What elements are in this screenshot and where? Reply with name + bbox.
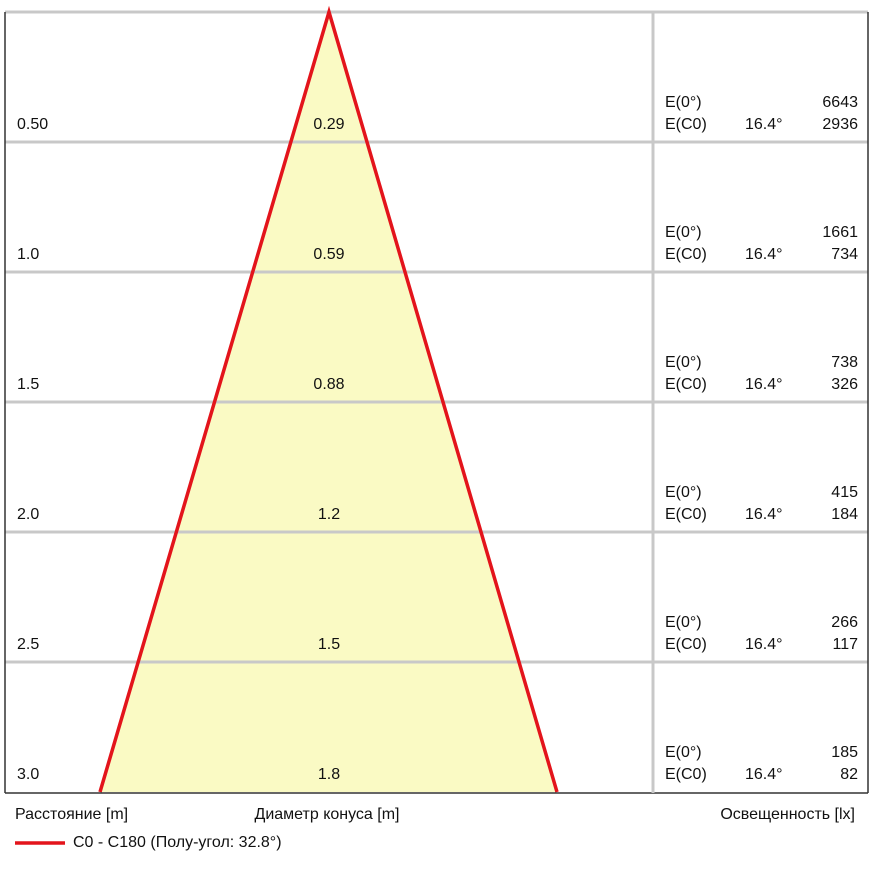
diameter-label: 0.88 bbox=[313, 376, 344, 393]
angle-label: 16.4° bbox=[745, 506, 783, 523]
diameter-label: 1.2 bbox=[318, 506, 340, 523]
diameter-label: 1.5 bbox=[318, 636, 340, 653]
ec0-value: 2936 bbox=[822, 116, 858, 133]
ec0-label: E(C0) bbox=[665, 116, 707, 133]
e0-label: E(0°) bbox=[665, 94, 702, 111]
diameter-axis-label: Диаметр конуса [m] bbox=[254, 806, 399, 823]
e0-label: E(0°) bbox=[665, 744, 702, 761]
distance-label: 0.50 bbox=[17, 116, 48, 133]
e0-value: 6643 bbox=[822, 94, 858, 111]
e0-value: 266 bbox=[831, 614, 858, 631]
angle-label: 16.4° bbox=[745, 376, 783, 393]
ec0-value: 82 bbox=[840, 766, 858, 783]
ec0-value: 184 bbox=[831, 506, 858, 523]
illuminance-axis-label: Освещенность [lx] bbox=[720, 806, 855, 823]
e0-value: 415 bbox=[831, 484, 858, 501]
grid bbox=[5, 10, 868, 664]
cone-outline bbox=[98, 5, 559, 793]
angle-label: 16.4° bbox=[745, 246, 783, 263]
ec0-label: E(C0) bbox=[665, 766, 707, 783]
legend-label: C0 - C180 (Полу-угол: 32.8°) bbox=[73, 834, 282, 851]
distance-label: 2.5 bbox=[17, 636, 39, 653]
e0-label: E(0°) bbox=[665, 484, 702, 501]
distance-axis-label: Расстояние [m] bbox=[15, 806, 128, 823]
rows: 0.50 0.29 E(0°) 6643 E(C0) 16.4° 2936 1.0 0.59 E(… bbox=[17, 94, 858, 783]
e0-value: 185 bbox=[831, 744, 858, 761]
distance-label: 2.0 bbox=[17, 506, 39, 523]
ec0-label: E(C0) bbox=[665, 376, 707, 393]
ec0-label: E(C0) bbox=[665, 506, 707, 523]
distance-label: 3.0 bbox=[17, 766, 39, 783]
e0-label: E(0°) bbox=[665, 354, 702, 371]
ec0-label: E(C0) bbox=[665, 636, 707, 653]
angle-label: 16.4° bbox=[745, 636, 783, 653]
diameter-label: 0.59 bbox=[313, 246, 344, 263]
diameter-label: 0.29 bbox=[313, 116, 344, 133]
ec0-value: 734 bbox=[831, 246, 858, 263]
angle-label: 16.4° bbox=[745, 116, 783, 133]
ec0-label: E(C0) bbox=[665, 246, 707, 263]
distance-label: 1.0 bbox=[17, 246, 39, 263]
diameter-label: 1.8 bbox=[318, 766, 340, 783]
e0-label: E(0°) bbox=[665, 224, 702, 241]
e0-label: E(0°) bbox=[665, 614, 702, 631]
ec0-value: 326 bbox=[831, 376, 858, 393]
distance-label: 1.5 bbox=[17, 376, 39, 393]
e0-value: 1661 bbox=[822, 224, 858, 241]
ec0-value: 117 bbox=[832, 636, 858, 653]
e0-value: 738 bbox=[831, 354, 858, 371]
angle-label: 16.4° bbox=[745, 766, 783, 783]
